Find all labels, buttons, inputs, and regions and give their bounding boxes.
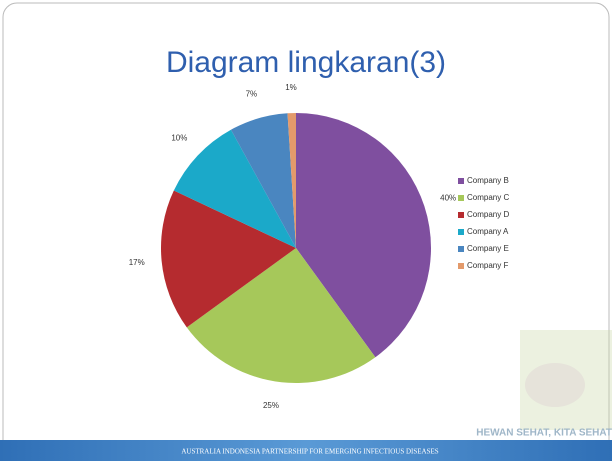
- data-label: 7%: [246, 89, 258, 98]
- legend-swatch: [458, 195, 464, 201]
- pie-slice: [287, 113, 296, 248]
- legend-swatch: [458, 263, 464, 269]
- footer: AUSTRALIA INDONESIA PARTNERSHIP FOR EMER…: [181, 448, 438, 456]
- legend-label: Company F: [467, 261, 508, 270]
- pie-slice: [296, 113, 431, 358]
- chart-title: Diagram lingkaran(3): [166, 46, 446, 79]
- pie-slice: [160, 190, 296, 328]
- pie-slice: [186, 248, 376, 383]
- footer-bar: [0, 440, 612, 461]
- data-label: 25%: [263, 401, 279, 410]
- watermark-art: [520, 330, 612, 430]
- data-label: 1%: [285, 83, 297, 92]
- legend-label: Company C: [467, 193, 509, 202]
- data-label: 17%: [129, 258, 145, 267]
- data-label: 10%: [171, 134, 187, 143]
- pie-slice: [173, 129, 296, 248]
- legend-swatch: [458, 229, 464, 235]
- legend-swatch: [458, 246, 464, 252]
- legend-swatch: [458, 212, 464, 218]
- legend-label: Company B: [467, 176, 509, 185]
- legend-label: Company A: [467, 227, 509, 236]
- legend-swatch: [458, 178, 464, 184]
- data-label: 40%: [440, 194, 456, 203]
- pie-slice: [230, 113, 296, 248]
- legend-label: Company D: [467, 210, 509, 219]
- legend-label: Company E: [467, 244, 509, 253]
- watermark-text: HEWAN SEHAT, KITA SEHAT: [476, 428, 612, 439]
